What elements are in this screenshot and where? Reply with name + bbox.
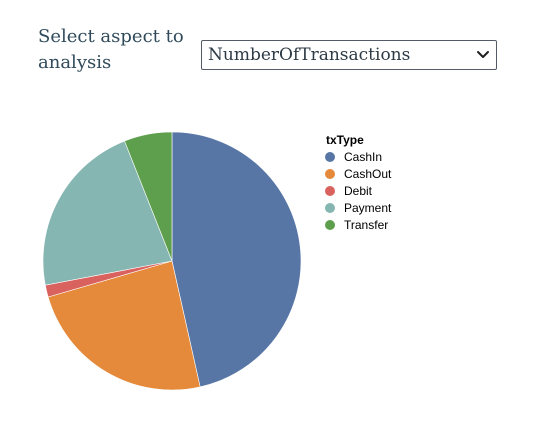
legend-label-payment: Payment bbox=[344, 201, 392, 215]
legend-label-cashin: CashIn bbox=[344, 150, 382, 164]
pie-chart-panel: txType CashIn CashOut Debit Payment Transfer bbox=[0, 100, 560, 420]
legend-label-cashout: CashOut bbox=[344, 167, 392, 181]
legend-title: txType bbox=[326, 133, 364, 147]
legend-swatch-payment bbox=[325, 203, 335, 213]
pie-slices bbox=[42, 131, 302, 391]
aspect-select-value: NumberOfTransactions bbox=[208, 45, 411, 65]
legend-swatch-debit bbox=[325, 186, 335, 196]
legend-label-transfer: Transfer bbox=[344, 218, 388, 232]
legend-swatch-transfer bbox=[325, 220, 335, 230]
legend-swatch-cashin bbox=[325, 152, 335, 162]
legend-label-debit: Debit bbox=[344, 184, 373, 198]
pie-slice-cashout[interactable] bbox=[47, 260, 201, 391]
pie-slice-transfer[interactable] bbox=[124, 131, 173, 262]
chart-legend: txType CashIn CashOut Debit Payment Transfer bbox=[325, 133, 392, 232]
pie-chart: txType CashIn CashOut Debit Payment Transfer bbox=[42, 131, 392, 391]
chevron-down-icon bbox=[477, 51, 489, 58]
pie-slice-payment[interactable] bbox=[42, 140, 173, 286]
legend-swatch-cashout bbox=[325, 169, 335, 179]
aspect-select[interactable]: NumberOfTransactions bbox=[201, 40, 497, 70]
aspect-control-row: Select aspect to analysis NumberOfTransa… bbox=[38, 24, 508, 80]
pie-slice-cashin[interactable] bbox=[171, 131, 302, 388]
aspect-label: Select aspect to analysis bbox=[38, 26, 184, 73]
